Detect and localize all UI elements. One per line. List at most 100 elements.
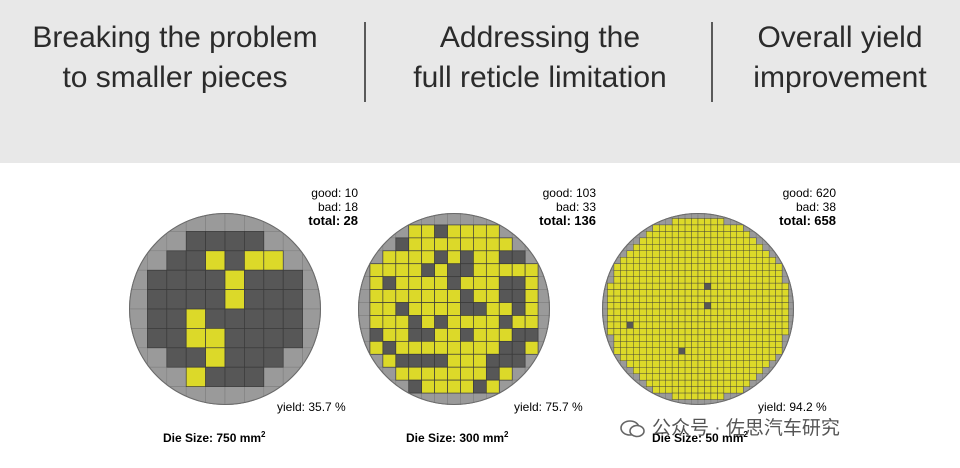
good-die <box>646 379 653 387</box>
edge-die <box>511 237 526 252</box>
bad-die <box>224 347 245 368</box>
good-die <box>205 347 226 368</box>
good-die <box>755 270 763 277</box>
good-die <box>633 341 640 348</box>
good-die <box>749 276 757 284</box>
bad-die <box>511 353 526 368</box>
good-die <box>460 379 474 394</box>
good-die <box>652 360 660 368</box>
good-die <box>613 347 621 355</box>
good-die <box>730 360 737 368</box>
good-die <box>697 218 705 226</box>
good-die <box>781 289 789 297</box>
edge-die <box>762 244 770 252</box>
good-die <box>749 366 757 374</box>
good-die <box>730 237 737 245</box>
good-die <box>710 257 718 264</box>
good-die <box>678 354 686 361</box>
good-die <box>447 237 461 252</box>
good-die <box>697 321 705 329</box>
good-die <box>485 289 500 303</box>
bad-die <box>434 224 448 239</box>
good-die <box>691 334 699 342</box>
good-die <box>736 282 744 290</box>
watermark-text: 公众号 · 佐思汽车研究 <box>652 418 840 439</box>
bad-die <box>224 250 245 271</box>
good-die <box>671 308 679 316</box>
good-die <box>710 231 718 239</box>
good-die <box>659 263 666 271</box>
bad-die <box>205 308 226 329</box>
good-die <box>768 295 776 303</box>
good-die <box>395 315 410 329</box>
bad-die <box>395 237 410 252</box>
good-die <box>511 315 526 329</box>
good-die <box>671 218 679 226</box>
good-die <box>447 289 461 303</box>
good-die <box>659 308 666 316</box>
good-die <box>697 237 705 245</box>
good-die <box>671 276 679 284</box>
good-die <box>743 315 750 323</box>
good-die <box>704 270 712 277</box>
good-die <box>697 302 705 310</box>
good-die <box>639 270 647 277</box>
good-die <box>697 231 705 239</box>
watermark: 公众号 · 佐思汽车研究 <box>620 413 840 440</box>
good-die <box>684 218 692 226</box>
good-die <box>717 257 725 264</box>
good-die <box>723 321 731 329</box>
good-die <box>710 289 718 297</box>
good-die <box>395 340 410 355</box>
good-die <box>524 340 539 355</box>
bad-die <box>282 289 303 310</box>
good-die <box>633 282 640 290</box>
good-die <box>749 270 757 277</box>
good-die <box>382 328 397 342</box>
good-die <box>652 244 660 251</box>
good-die <box>762 270 770 277</box>
good-die <box>710 386 718 394</box>
good-die <box>524 315 539 329</box>
bad-die <box>369 328 384 342</box>
good-die <box>697 347 705 355</box>
good-die <box>697 244 705 251</box>
good-die <box>704 366 712 374</box>
good-die <box>671 373 679 381</box>
good-die <box>691 392 699 400</box>
good-die <box>717 379 725 387</box>
good-die <box>704 218 712 226</box>
wafer-2-stats: good: 103 bad: 33 total: 136 <box>480 186 596 228</box>
good-die <box>755 347 763 355</box>
good-die <box>717 250 725 258</box>
good-die <box>671 360 679 368</box>
good-die <box>408 276 423 290</box>
edge-die <box>395 213 410 226</box>
bad-die <box>263 347 284 368</box>
good-die <box>755 328 763 336</box>
good-die <box>697 328 705 336</box>
good-die <box>684 302 692 310</box>
good-die <box>723 328 731 336</box>
good-die <box>736 308 744 316</box>
good-die <box>620 308 628 316</box>
good-die <box>460 276 474 290</box>
good-die <box>730 366 737 374</box>
good-die <box>671 250 679 258</box>
good-die <box>485 379 500 394</box>
good-die <box>665 373 673 381</box>
edge-die <box>781 256 789 265</box>
edge-die <box>185 213 206 232</box>
good-die <box>691 263 699 271</box>
good-die <box>697 334 705 342</box>
good-die <box>620 295 628 303</box>
good-die <box>691 315 699 323</box>
wafer-1-yield: yield: 35.7 % <box>277 400 346 414</box>
good-die <box>717 360 725 368</box>
good-die <box>704 392 712 400</box>
good-die <box>671 282 679 290</box>
good-die <box>717 244 725 251</box>
good-die <box>613 263 621 271</box>
good-die <box>736 289 744 297</box>
good-die <box>652 386 660 394</box>
